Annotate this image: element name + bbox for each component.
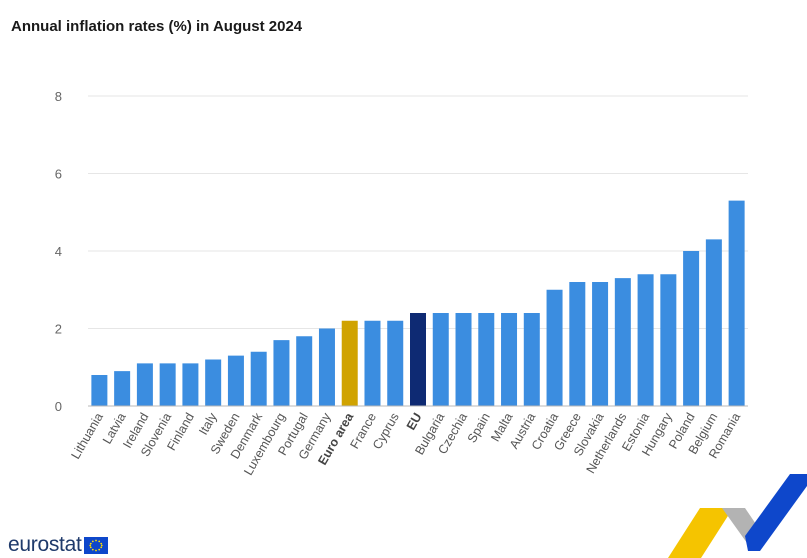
- bar-eu[interactable]: [410, 313, 426, 406]
- bar-greece[interactable]: [569, 282, 586, 406]
- eurostat-logo: eurostat: [8, 533, 109, 556]
- bar-euro-area[interactable]: [341, 320, 358, 406]
- y-tick-label: 6: [55, 167, 62, 182]
- bar-denmark[interactable]: [250, 351, 267, 406]
- bar-cyprus[interactable]: [387, 320, 404, 406]
- bar-poland[interactable]: [683, 251, 700, 406]
- bar-austria[interactable]: [523, 313, 540, 406]
- bar-czechia[interactable]: [455, 313, 472, 406]
- bar-estonia[interactable]: [637, 274, 654, 406]
- bar-sweden[interactable]: [227, 355, 244, 406]
- y-axis-ticks: 0 2 4 6 8: [55, 89, 62, 414]
- bar-latvia[interactable]: [114, 371, 131, 406]
- bar-portugal[interactable]: [296, 336, 313, 406]
- bar-bulgaria[interactable]: [432, 313, 449, 406]
- bar-germany[interactable]: [318, 328, 335, 407]
- bar-netherlands[interactable]: [614, 278, 631, 406]
- y-tick-label: 4: [55, 244, 62, 259]
- bar-slovakia[interactable]: [592, 282, 609, 406]
- bar-luxembourg[interactable]: [273, 340, 290, 406]
- bar-malta[interactable]: [501, 313, 518, 406]
- chart-title: Annual inflation rates (%) in August 202…: [11, 18, 303, 35]
- bar-lithuania[interactable]: [91, 375, 108, 406]
- bar-romania[interactable]: [728, 200, 745, 406]
- eurostat-logo-text: eurostat: [8, 533, 82, 556]
- eu-flag-icon: [84, 536, 109, 554]
- y-tick-label: 8: [55, 89, 62, 104]
- bar-ireland[interactable]: [136, 363, 153, 406]
- bar-italy[interactable]: [205, 359, 222, 407]
- y-tick-label: 0: [55, 399, 62, 414]
- bar-france[interactable]: [364, 320, 381, 406]
- bar-slovenia[interactable]: [159, 363, 176, 406]
- y-tick-label: 2: [55, 322, 62, 337]
- bar-hungary[interactable]: [660, 274, 677, 406]
- bar-spain[interactable]: [478, 313, 495, 406]
- bar-finland[interactable]: [182, 363, 199, 406]
- bar-croatia[interactable]: [546, 289, 563, 406]
- bars: [91, 200, 745, 407]
- bar-belgium[interactable]: [705, 239, 722, 406]
